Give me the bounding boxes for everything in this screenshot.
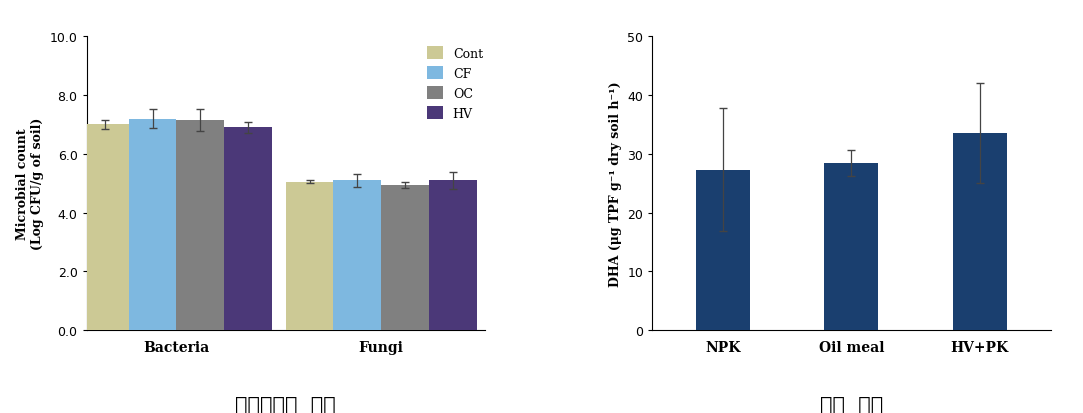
Bar bbox=[129, 119, 177, 330]
Bar bbox=[429, 181, 477, 330]
Text: 토양미생물  밀도: 토양미생물 밀도 bbox=[235, 395, 336, 413]
Bar bbox=[953, 134, 1007, 330]
Bar bbox=[224, 128, 272, 330]
Text: 효소  활성: 효소 활성 bbox=[820, 395, 883, 413]
Bar bbox=[286, 182, 334, 330]
Bar bbox=[381, 185, 429, 330]
Bar bbox=[81, 125, 129, 330]
Bar bbox=[334, 181, 381, 330]
Bar bbox=[696, 170, 749, 330]
Legend: Cont, CF, OC, HV: Cont, CF, OC, HV bbox=[422, 43, 486, 124]
Bar bbox=[177, 121, 224, 330]
Y-axis label: DHA (μg TPF g⁻¹ dry soil h⁻¹): DHA (μg TPF g⁻¹ dry soil h⁻¹) bbox=[609, 81, 622, 286]
Y-axis label: Microbial count
(Log CFU/g of soil): Microbial count (Log CFU/g of soil) bbox=[16, 118, 44, 250]
Bar bbox=[824, 164, 878, 330]
